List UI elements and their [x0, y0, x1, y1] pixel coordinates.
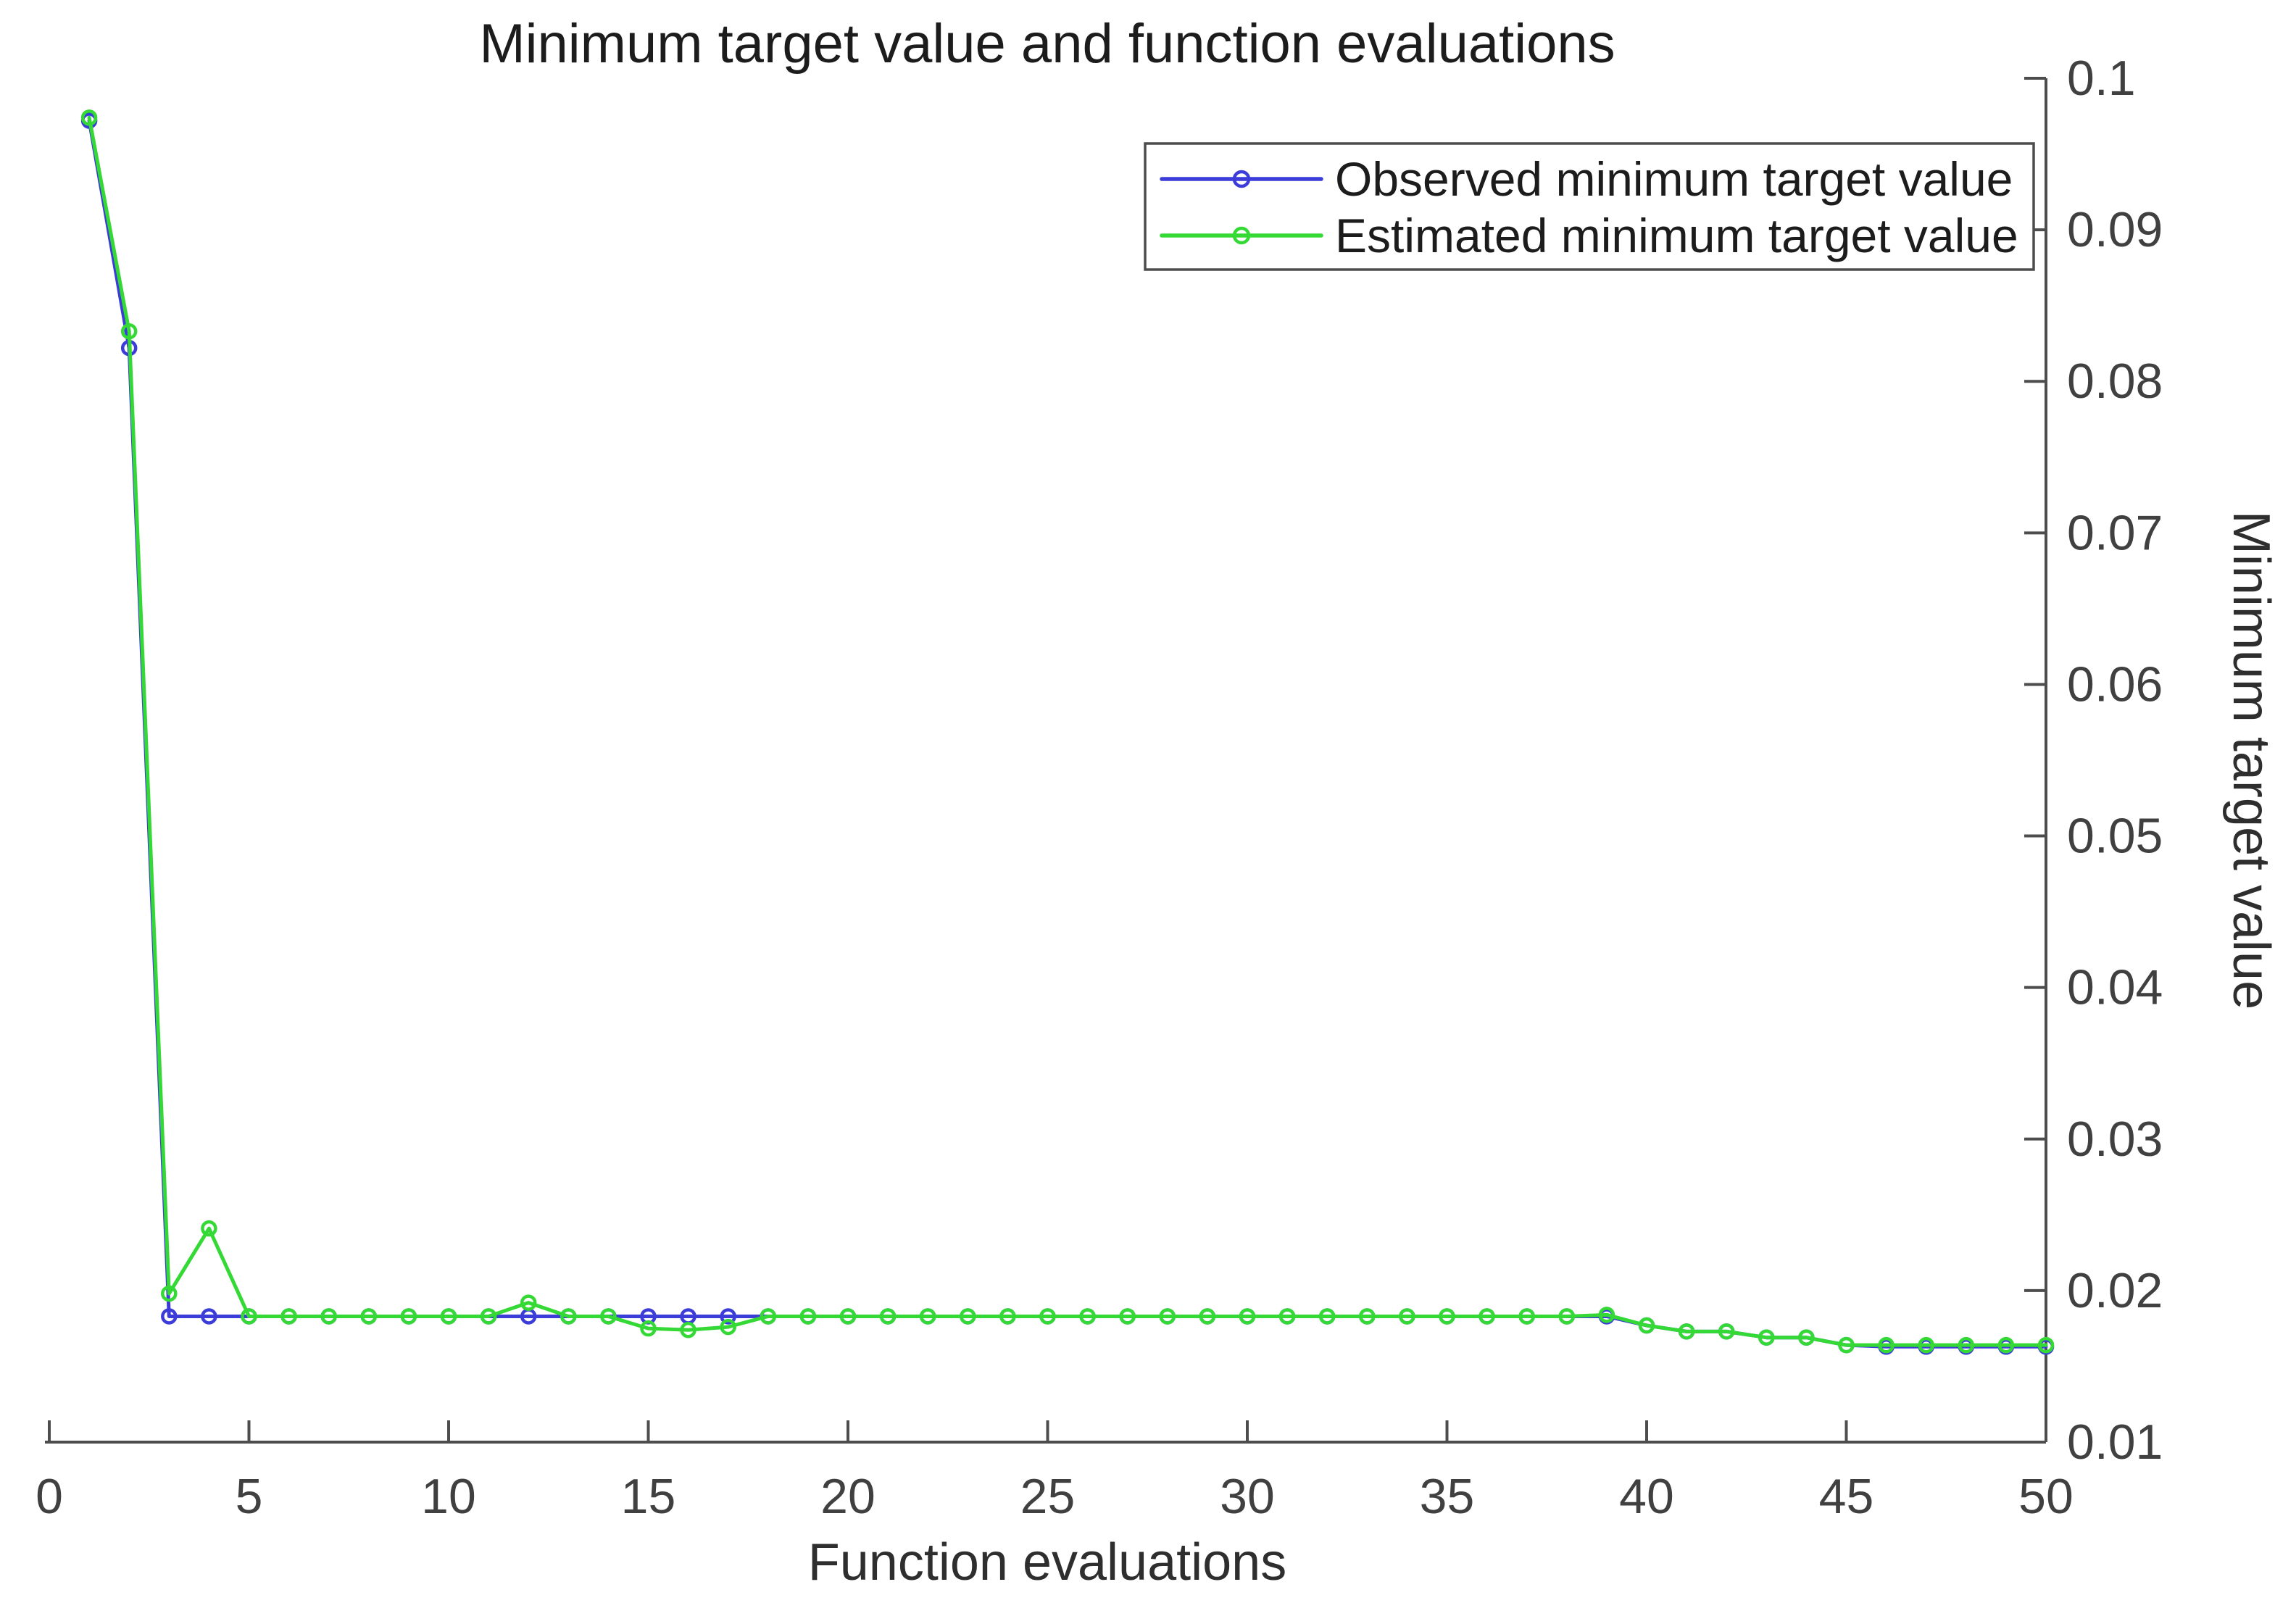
- data-point-marker-estimated: [560, 1308, 577, 1325]
- data-point-marker-estimated: [1199, 1308, 1216, 1325]
- data-point-marker-estimated: [440, 1308, 457, 1325]
- data-point-marker-observed: [201, 1308, 217, 1325]
- data-point-marker-estimated: [2037, 1336, 2055, 1354]
- data-point-marker-estimated: [480, 1308, 497, 1325]
- legend-box: [1144, 142, 2035, 271]
- y-tick-label: 0.07: [2067, 505, 2163, 560]
- data-point-marker-estimated: [1359, 1308, 1376, 1325]
- x-tick-label: 20: [820, 1469, 876, 1524]
- y-axis-ticks: 0.01 0.02 0.03 0.04 0.05 0.06 0.07 0.08 0.09 0.1: [2024, 51, 2163, 1470]
- data-point-marker-estimated: [400, 1308, 417, 1325]
- data-point-marker-estimated: [1798, 1329, 1815, 1346]
- data-point-marker-estimated: [320, 1308, 337, 1325]
- y-tick-label: 0.06: [2067, 657, 2163, 712]
- y-tick-label: 0.03: [2067, 1112, 2163, 1167]
- data-point-marker-estimated: [1439, 1308, 1455, 1325]
- y-tick-label: 0.1: [2067, 51, 2136, 106]
- data-point-marker-estimated: [80, 109, 98, 126]
- x-tick-label: 10: [421, 1469, 476, 1524]
- data-point-marker-estimated: [201, 1220, 217, 1237]
- x-tick-label: 5: [236, 1469, 263, 1524]
- y-tick-label: 0.01: [2067, 1415, 2163, 1470]
- x-tick-label: 30: [1220, 1469, 1275, 1524]
- x-axis-ticks: 0 5 10 15 20 25 30 35 40 45 50: [36, 1420, 2074, 1524]
- x-axis-label: Function evaluations: [808, 1533, 1286, 1591]
- y-tick-label: 0.08: [2067, 354, 2163, 409]
- x-tick-label: 25: [1020, 1469, 1076, 1524]
- data-point-marker-observed: [720, 1308, 736, 1325]
- legend-label-estimated: Estimated minimum target value: [1335, 209, 2018, 262]
- legend-label-observed: Observed minimum target value: [1335, 152, 2013, 206]
- data-point-marker-observed: [161, 1308, 178, 1325]
- data-point-marker-estimated: [1558, 1308, 1576, 1325]
- data-point-marker-estimated: [520, 1294, 537, 1311]
- data-point-marker-estimated: [680, 1322, 696, 1338]
- data-point-marker-estimated: [1718, 1323, 1735, 1340]
- x-tick-label: 45: [1819, 1469, 1874, 1524]
- data-point-marker-estimated: [879, 1308, 897, 1325]
- data-point-marker-estimated: [1278, 1308, 1296, 1325]
- legend-item-estimated: Estimated minimum target value: [1160, 209, 2018, 262]
- data-point-marker-estimated: [720, 1318, 736, 1336]
- data-point-marker-estimated: [799, 1308, 817, 1325]
- legend: Observed minimum target value Estimated …: [1144, 142, 2035, 271]
- data-point-marker-estimated: [241, 1308, 257, 1325]
- chart-title: Minimum target value and function evalua…: [479, 13, 1615, 75]
- x-tick-label: 0: [36, 1469, 63, 1524]
- y-tick-label: 0.05: [2067, 809, 2163, 864]
- y-tick-label: 0.02: [2067, 1263, 2163, 1318]
- legend-marker-observed: [1232, 170, 1251, 188]
- data-point-marker-estimated: [1399, 1308, 1415, 1325]
- data-point-marker-estimated: [1997, 1336, 2015, 1354]
- y-axis-label: Minimum target value: [2222, 511, 2275, 1009]
- x-tick-label: 35: [1420, 1469, 1475, 1524]
- data-point-marker-estimated: [960, 1308, 976, 1325]
- series-layer: [80, 109, 2055, 1355]
- data-point-marker-estimated: [1039, 1308, 1056, 1325]
- data-point-marker-estimated: [1758, 1329, 1775, 1346]
- data-point-marker-estimated: [120, 322, 138, 340]
- y-tick-label: 0.04: [2067, 960, 2163, 1015]
- data-point-marker-estimated: [999, 1308, 1016, 1325]
- data-point-marker-estimated: [1239, 1308, 1256, 1325]
- data-point-marker-estimated: [919, 1308, 936, 1325]
- x-tick-label: 40: [1619, 1469, 1674, 1524]
- series-line-estimated: [87, 115, 2048, 1347]
- data-point-marker-estimated: [1079, 1308, 1096, 1325]
- data-point-marker-estimated: [1638, 1317, 1655, 1334]
- series-line-observed: [87, 119, 2048, 1349]
- data-point-marker-estimated: [1678, 1323, 1695, 1340]
- data-point-marker-estimated: [640, 1320, 657, 1337]
- data-point-marker-estimated: [1838, 1336, 1855, 1354]
- data-point-marker-estimated: [1958, 1336, 1975, 1354]
- data-point-marker-estimated: [1318, 1308, 1336, 1325]
- x-tick-label: 50: [2018, 1469, 2074, 1524]
- y-tick-label: 0.09: [2067, 202, 2163, 257]
- data-point-marker-estimated: [1918, 1336, 1934, 1354]
- legend-item-observed: Observed minimum target value: [1160, 152, 2013, 206]
- data-point-marker-estimated: [280, 1308, 297, 1325]
- data-point-marker-estimated: [839, 1308, 857, 1325]
- data-point-marker-estimated: [360, 1308, 378, 1325]
- data-point-marker-estimated: [1598, 1307, 1615, 1323]
- legend-marker-estimated: [1232, 226, 1251, 245]
- data-point-marker-estimated: [1159, 1308, 1176, 1325]
- data-point-marker-estimated: [1119, 1308, 1136, 1325]
- data-point-marker-estimated: [1878, 1336, 1895, 1354]
- data-point-marker-estimated: [760, 1308, 777, 1325]
- data-point-marker-estimated: [1478, 1308, 1495, 1325]
- axes: 0 5 10 15 20 25 30 35 40 45 50 0.010.020.030.040.0…: [36, 51, 2163, 1524]
- data-point-marker-estimated: [1518, 1308, 1535, 1325]
- data-point-marker-estimated: [600, 1308, 617, 1325]
- data-point-marker-estimated: [161, 1285, 178, 1302]
- x-tick-label: 15: [621, 1469, 676, 1524]
